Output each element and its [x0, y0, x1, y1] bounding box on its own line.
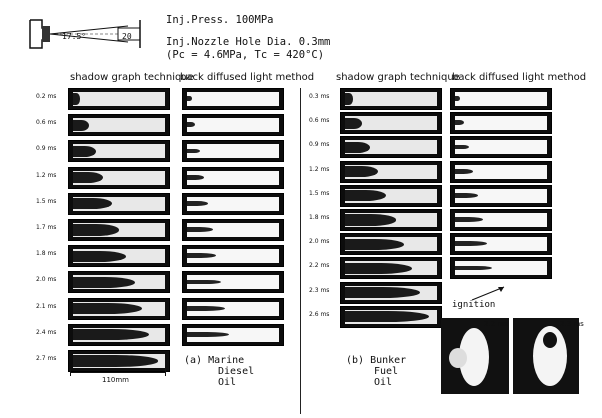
left-shadowgraph-frame: [68, 271, 170, 294]
left-col1-heading: shadow graph technique: [70, 72, 194, 83]
left-time-label: 2.7 ms: [36, 355, 57, 362]
right-shadowgraph-frame: [340, 112, 442, 135]
right-backlight-frame: [450, 88, 552, 110]
scale-label: 110mm: [102, 376, 129, 384]
angle-label: 17.5°: [62, 32, 87, 41]
right-time-label: 0.9 ms: [309, 141, 330, 149]
left-time-label: 0.6 ms: [36, 119, 57, 127]
ignition-arrow-icon: [471, 286, 505, 301]
left-backlight-frame: [182, 88, 284, 110]
nozzle-schematic-icon: [29, 19, 141, 49]
scale-tick-left: [70, 369, 71, 376]
caption-a-line2: Diesel: [218, 366, 255, 377]
left-shadowgraph-frame: [68, 245, 170, 268]
left-time-label: 1.2 ms: [36, 171, 57, 179]
right-time-label: 2.2 ms: [309, 262, 330, 270]
left-shadowgraph-frame: [68, 166, 170, 189]
right-backlight-frame: [450, 112, 552, 135]
right-col1-heading: shadow graph technique: [336, 72, 460, 83]
right-backlight-frame: [450, 257, 552, 280]
right-col2-heading: back diffused light method: [452, 72, 587, 83]
left-time-label: 0.9 ms: [36, 145, 57, 153]
caption-b: (b) Bunker Fuel Oil: [346, 355, 406, 388]
right-time-label: 1.2 ms: [309, 165, 330, 173]
right-shadowgraph-frame: [340, 305, 442, 328]
right-time-label: 1.8 ms: [309, 214, 330, 221]
caption-b-line2: Fuel: [374, 366, 399, 377]
right-backlight-frame: [450, 160, 552, 183]
left-time-label: 1.7 ms: [36, 224, 57, 231]
right-shadowgraph-frame: [340, 209, 442, 231]
left-shadowgraph-frame: [68, 350, 170, 372]
left-backlight-frame: [182, 245, 284, 268]
left-col2-heading: back diffused light method: [180, 72, 315, 83]
left-backlight-frame: [182, 192, 284, 215]
left-shadowgraph-frame: [68, 323, 170, 346]
ignition-label: ignition: [452, 300, 496, 310]
caption-b-line1: (b) Bunker: [346, 355, 407, 366]
caption-a: (a) Marine Diesel Oil: [184, 355, 254, 388]
left-backlight-frame: [182, 166, 284, 189]
left-backlight-frame: [182, 297, 284, 320]
left-shadowgraph-frame: [68, 140, 170, 163]
right-time-label: 2.6 ms: [309, 310, 330, 318]
left-time-label: 2.0 ms: [36, 276, 57, 284]
injection-pressure: Inj.Press. 100MPa: [166, 14, 274, 26]
left-time-label: 2.1 ms: [36, 302, 57, 310]
panel-divider: [300, 88, 301, 414]
left-backlight-frame: [182, 271, 284, 294]
left-backlight-frame: [182, 140, 284, 163]
ignition-time-1: 2.2 ms: [484, 320, 508, 328]
right-time-label: 0.3 ms: [309, 93, 330, 100]
left-backlight-frame: [182, 114, 284, 137]
left-shadowgraph-frame: [68, 114, 170, 137]
right-time-label: 2.3 ms: [309, 286, 330, 294]
left-time-label: 1.8 ms: [36, 250, 57, 258]
right-shadowgraph-frame: [340, 233, 442, 256]
left-time-label: 1.5 ms: [36, 197, 57, 205]
left-shadowgraph-frame: [68, 192, 170, 215]
left-backlight-frame: [182, 219, 284, 241]
ignition-image-2: [513, 318, 579, 394]
right-shadowgraph-frame: [340, 257, 442, 280]
dimension-label: 20: [122, 32, 132, 41]
chamber-conditions: (Pc = 4.6MPa, Tc = 420°C): [166, 49, 325, 61]
left-time-label: 0.2 ms: [36, 93, 57, 100]
ignition-time-2: 2.3 ms: [560, 320, 584, 328]
right-backlight-frame: [450, 209, 552, 231]
right-backlight-frame: [450, 136, 552, 159]
right-shadowgraph-frame: [340, 136, 442, 159]
scale-bar: [70, 372, 166, 373]
right-backlight-frame: [450, 184, 552, 207]
right-shadowgraph-frame: [340, 160, 442, 183]
right-time-label: 0.6 ms: [309, 117, 330, 125]
left-shadowgraph-frame: [68, 88, 170, 110]
caption-a-line1: (a) Marine: [184, 355, 245, 366]
left-shadowgraph-frame: [68, 219, 170, 241]
right-time-label: 1.5 ms: [309, 189, 330, 197]
caption-a-line3: Oil: [218, 377, 237, 388]
right-shadowgraph-frame: [340, 281, 442, 304]
nozzle-diameter: Inj.Nozzle Hole Dia. 0.3mm: [166, 36, 331, 48]
ignition-image-1: [441, 318, 509, 394]
right-backlight-frame: [450, 233, 552, 256]
left-shadowgraph-frame: [68, 297, 170, 320]
caption-b-line3: Oil: [374, 377, 393, 388]
right-time-label: 2.0 ms: [309, 238, 330, 246]
scale-tick-right: [165, 369, 166, 376]
right-shadowgraph-frame: [340, 88, 442, 110]
right-shadowgraph-frame: [340, 184, 442, 207]
left-time-label: 2.4 ms: [36, 328, 57, 336]
left-backlight-frame: [182, 323, 284, 346]
